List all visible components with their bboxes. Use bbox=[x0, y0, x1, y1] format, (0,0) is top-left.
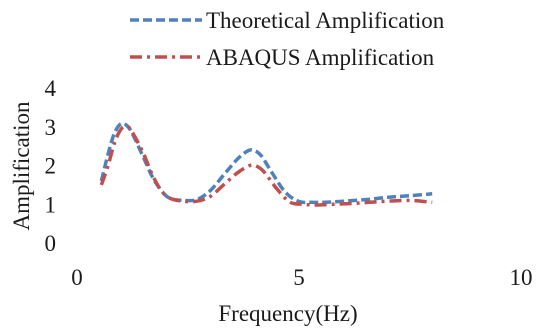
y-tick-label: 0 bbox=[45, 231, 57, 256]
y-tick-label: 2 bbox=[45, 154, 57, 179]
x-axis-title: Frequency(Hz) bbox=[218, 301, 357, 326]
x-tick-label: 10 bbox=[510, 265, 533, 290]
series-line-theoretical bbox=[99, 121, 433, 205]
legend: Theoretical Amplification ABAQUS Amplific… bbox=[130, 8, 445, 70]
x-tick-label: 5 bbox=[293, 265, 305, 290]
x-tick-label: 0 bbox=[71, 265, 83, 290]
y-tick-label: 1 bbox=[45, 192, 57, 217]
y-axis-ticks: 0 1 2 3 4 bbox=[45, 76, 57, 256]
legend-label: Theoretical Amplification bbox=[206, 8, 445, 33]
y-tick-label: 3 bbox=[45, 115, 57, 140]
series-line-abaqus bbox=[99, 124, 433, 207]
y-axis-title: Amplification bbox=[9, 101, 34, 231]
legend-label: ABAQUS Amplification bbox=[206, 45, 435, 70]
plot-lines bbox=[99, 121, 433, 207]
y-tick-label: 4 bbox=[45, 76, 57, 101]
x-axis-ticks: 0 5 10 bbox=[71, 265, 532, 290]
